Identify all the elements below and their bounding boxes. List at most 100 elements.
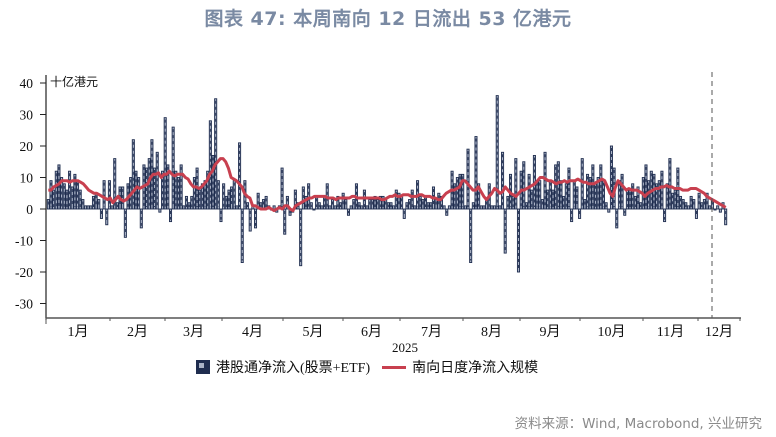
x-tick-label: 11月 [657, 324, 684, 340]
x-tick-label: 4月 [242, 324, 263, 340]
flow-bar [458, 173, 462, 210]
flow-bar [360, 205, 364, 210]
flow-bar [609, 145, 613, 210]
flow-bar [708, 205, 712, 210]
flow-bar [490, 205, 494, 210]
flow-bar [222, 183, 226, 210]
flow-bar [655, 183, 659, 210]
x-tick-label: 5月 [303, 324, 324, 340]
flow-bar [718, 208, 722, 213]
flow-bar [230, 186, 234, 210]
flow-bar [498, 205, 502, 210]
flow-bar [214, 98, 218, 210]
flow-bar [586, 173, 590, 210]
flow-bar [224, 195, 228, 210]
flow-bar [474, 136, 478, 210]
y-tick-label: -10 [15, 234, 33, 249]
x-tick-label: 1月 [68, 324, 89, 340]
flow-bar [161, 170, 165, 210]
flow-bar [285, 195, 289, 210]
flow-bar [631, 183, 635, 210]
y-tick-label: 30 [20, 108, 34, 123]
flow-bar [663, 208, 667, 223]
flow-bar [463, 205, 467, 210]
flow-bar [437, 192, 441, 210]
flow-bar [689, 195, 693, 210]
y-axis-unit-label: 十亿港元 [50, 74, 98, 89]
flow-bar [665, 183, 669, 210]
flow-bar [686, 205, 690, 210]
flow-bar [397, 192, 401, 210]
y-tick-label: 0 [26, 202, 33, 217]
flow-bar [400, 195, 404, 210]
flow-bar [378, 195, 382, 210]
flow-bar [556, 161, 560, 210]
flow-bar [620, 173, 624, 210]
flow-bar [527, 173, 531, 210]
flow-bar [716, 205, 720, 210]
flow-bar [248, 208, 252, 232]
flow-bar [479, 205, 483, 210]
flow-bar [182, 205, 186, 210]
flow-bar [713, 208, 717, 211]
source-note: 资料来源：Wind, Macrobond, 兴业研究 [514, 416, 762, 432]
chart-title: 图表 47: 本周南向 12 日流出 53 亿港元 [204, 8, 572, 30]
flow-bar [447, 205, 451, 210]
legend-bar-label: 港股通净流入(股票+ETF) [216, 361, 371, 376]
x-tick-label: 3月 [183, 324, 204, 340]
flow-bar [84, 205, 88, 210]
x-tick-label: 12月 [705, 324, 733, 340]
flow-bar [522, 161, 526, 210]
flow-bar [110, 205, 114, 210]
flow-bar [413, 205, 417, 210]
flow-bar [418, 195, 422, 210]
flow-bar [511, 195, 515, 210]
flow-bar [424, 195, 428, 210]
flow-bar [62, 183, 66, 210]
y-tick-label: -30 [15, 297, 33, 312]
x-tick-label: 6月 [361, 324, 382, 340]
flow-bar [514, 158, 518, 210]
flow-bar [453, 183, 457, 210]
x-tick-label: 10月 [598, 324, 626, 340]
x-tick-label: 2月 [127, 324, 148, 340]
flow-bar [105, 208, 109, 226]
flow-bar [636, 186, 640, 210]
flow-bar [506, 195, 510, 210]
flow-bar [190, 195, 194, 210]
flow-bar [219, 208, 223, 223]
flow-bar [660, 170, 664, 210]
flow-bar [575, 186, 579, 210]
flow-bar [679, 195, 683, 210]
y-axis: 40 30 20 10 0 -10 -20 -30 [15, 75, 47, 320]
flow-bar [315, 195, 319, 210]
flow-bar [381, 195, 385, 210]
y-tick-label: 40 [20, 76, 34, 91]
flow-bar [158, 208, 162, 213]
flow-bar [323, 195, 327, 210]
flow-bar [477, 183, 481, 210]
legend-bar-swatch-icon [196, 360, 210, 374]
y-tick-label: 10 [20, 171, 34, 186]
x-tick-label: 9月 [540, 324, 561, 340]
x-axis: 1月 2月 3月 4月 5月 6月 7月 8月 9月 10月 11月 12月 [45, 317, 741, 340]
flow-bar [461, 173, 465, 210]
flow-bar [697, 192, 701, 210]
flow-bar [671, 192, 675, 210]
flow-bar [169, 208, 173, 223]
flow-bar [336, 195, 340, 210]
flow-bar [562, 195, 566, 210]
flow-bar [392, 205, 396, 210]
flow-bar [312, 208, 316, 211]
flow-bar [121, 186, 125, 210]
flow-bar [70, 186, 74, 210]
flow-bar [349, 205, 353, 210]
flow-bar [68, 170, 72, 210]
flow-bar [86, 205, 90, 210]
flow-bar [320, 205, 324, 210]
x-tick-label: 7月 [421, 324, 442, 340]
flow-bar [482, 205, 486, 210]
flow-bar [307, 183, 311, 210]
flow-bar [439, 195, 443, 210]
